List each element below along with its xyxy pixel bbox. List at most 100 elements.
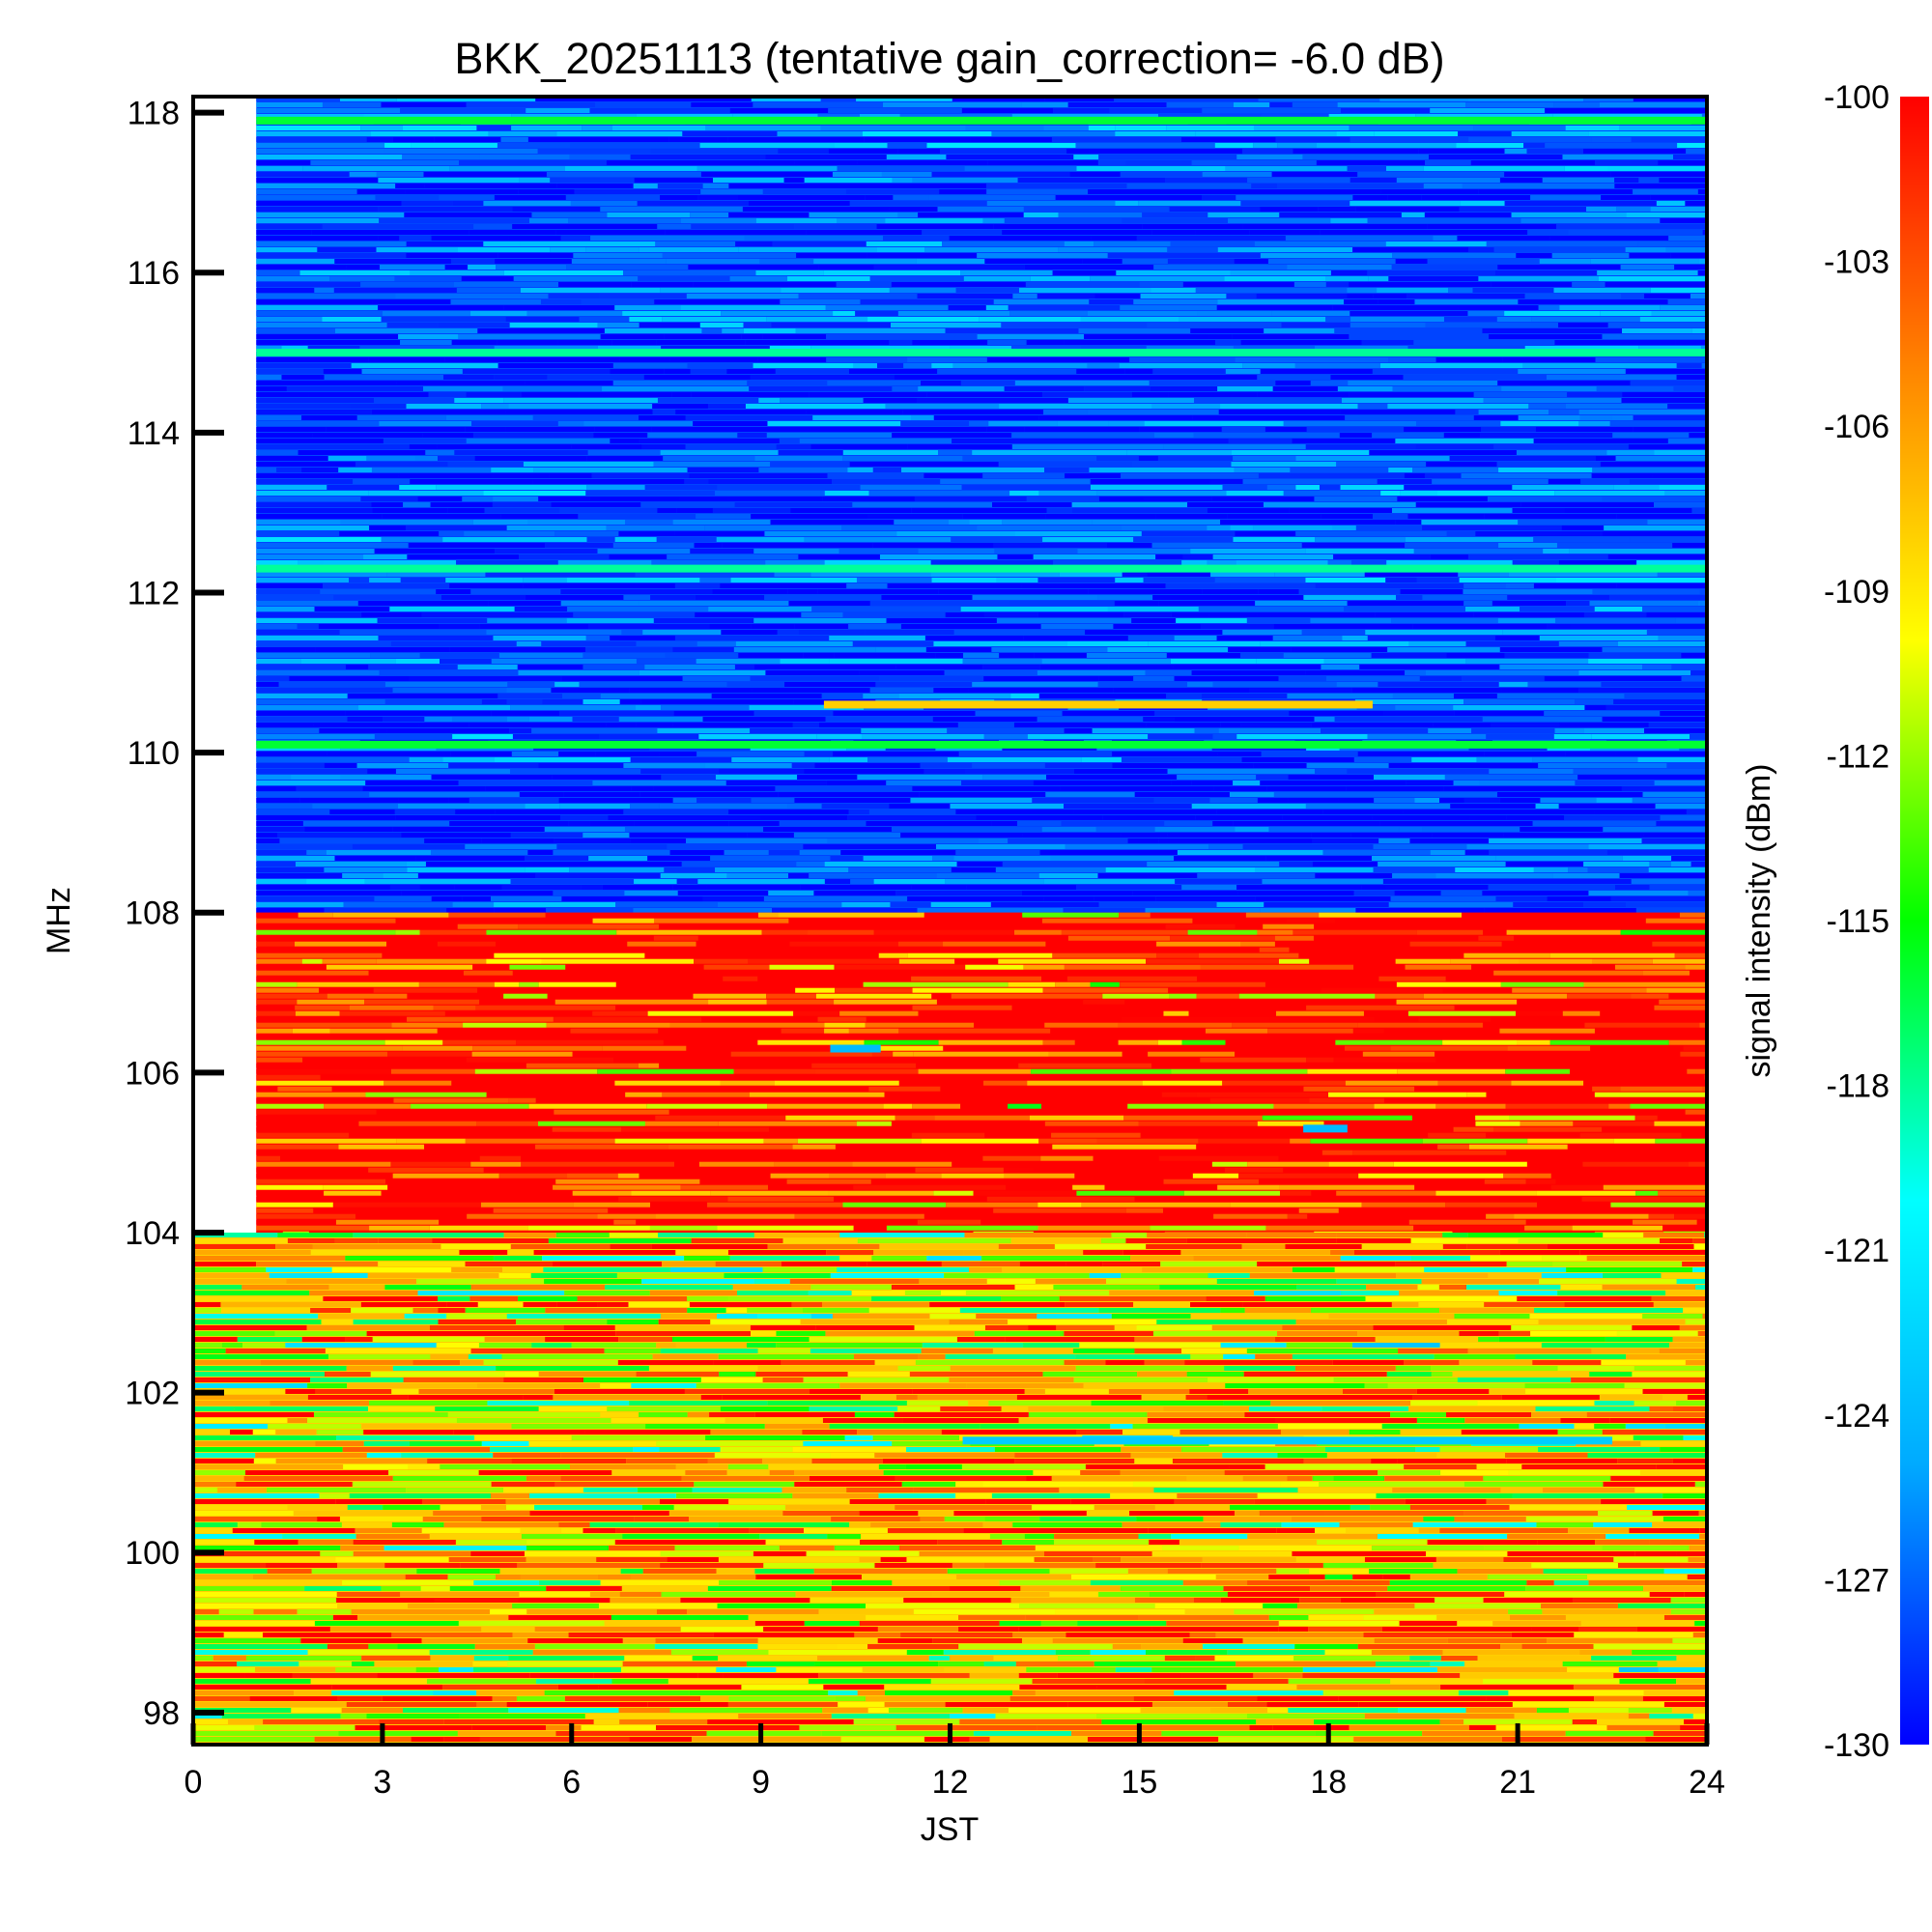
heatmap-cell bbox=[391, 1115, 512, 1121]
heatmap-cell bbox=[1276, 1568, 1310, 1574]
heatmap-cell bbox=[1295, 531, 1447, 536]
heatmap-cell bbox=[256, 1179, 386, 1184]
heatmap-cell bbox=[715, 491, 825, 496]
heatmap-cell bbox=[1087, 1736, 1219, 1742]
heatmap-cell bbox=[256, 398, 374, 403]
heatmap-cell bbox=[1026, 497, 1099, 501]
heatmap-cell bbox=[611, 126, 706, 130]
heatmap-cell bbox=[584, 1713, 739, 1719]
heatmap-cell bbox=[437, 1028, 571, 1034]
heatmap-cell bbox=[614, 305, 681, 310]
heatmap-cell bbox=[616, 1272, 724, 1278]
heatmap-cell bbox=[1023, 636, 1128, 640]
heatmap-cell bbox=[1412, 1521, 1537, 1527]
heatmap-cell bbox=[762, 1266, 838, 1272]
heatmap-cell bbox=[796, 862, 825, 867]
heatmap-cell bbox=[528, 1150, 596, 1155]
heatmap-cell bbox=[621, 1585, 708, 1591]
heatmap-cell bbox=[1053, 108, 1110, 113]
heatmap-cell bbox=[1463, 1661, 1563, 1666]
heatmap-cell bbox=[392, 827, 545, 832]
heatmap-cell bbox=[476, 1382, 601, 1388]
heatmap-cell bbox=[1197, 976, 1247, 981]
heatmap-cell bbox=[577, 1295, 688, 1301]
heatmap-cell bbox=[1434, 1597, 1484, 1603]
heatmap-cell bbox=[1578, 1626, 1637, 1632]
heatmap-cell bbox=[982, 473, 1065, 478]
heatmap-cell bbox=[1264, 1295, 1366, 1301]
heatmap-cell bbox=[1303, 1458, 1372, 1463]
heatmap-cell bbox=[865, 630, 954, 635]
heatmap-cell bbox=[256, 941, 296, 947]
heatmap-cell bbox=[869, 601, 1010, 606]
heatmap-cell bbox=[1439, 752, 1485, 756]
heatmap-cell bbox=[1645, 1736, 1707, 1742]
heatmap-cell bbox=[798, 294, 918, 298]
heatmap-cell bbox=[1242, 1301, 1392, 1307]
heatmap-cell bbox=[1263, 923, 1315, 929]
heatmap-cell bbox=[410, 270, 504, 275]
heatmap-cell bbox=[244, 1469, 389, 1475]
heatmap-cell bbox=[968, 688, 1114, 693]
heatmap-cell bbox=[972, 595, 1098, 600]
heatmap-cell bbox=[806, 410, 903, 414]
heatmap-cell bbox=[493, 473, 550, 478]
heatmap-cell bbox=[707, 1202, 843, 1208]
heatmap-cell bbox=[757, 1643, 838, 1649]
heatmap-cell bbox=[1580, 1620, 1695, 1626]
heatmap-cell bbox=[987, 340, 1027, 345]
heatmap-cell bbox=[301, 415, 357, 420]
heatmap-cell bbox=[1125, 1208, 1164, 1213]
heatmap-cell bbox=[746, 1342, 777, 1348]
heatmap-cell bbox=[834, 964, 966, 970]
heatmap-cell bbox=[329, 276, 395, 281]
heatmap-cell bbox=[469, 230, 556, 235]
heatmap-cell bbox=[1085, 630, 1223, 635]
heatmap-cell bbox=[1237, 891, 1354, 895]
heatmap-cell bbox=[1476, 757, 1533, 762]
heatmap-cell bbox=[600, 1579, 720, 1585]
heatmap-cell bbox=[321, 1319, 354, 1324]
heatmap-cell bbox=[848, 867, 952, 872]
heatmap-cell bbox=[803, 1377, 950, 1382]
heatmap-cell bbox=[1496, 694, 1625, 698]
heatmap-cell bbox=[378, 1261, 466, 1266]
heatmap-cell bbox=[1151, 1701, 1228, 1707]
heatmap-cell bbox=[505, 427, 595, 432]
heatmap-cell bbox=[327, 1353, 431, 1359]
heatmap-cell bbox=[1403, 810, 1546, 814]
heatmap-cell bbox=[1400, 1429, 1462, 1435]
heatmap-cell bbox=[1285, 236, 1434, 241]
heatmap-cell bbox=[494, 981, 520, 987]
heatmap-cell bbox=[1572, 1225, 1663, 1231]
heatmap-cell bbox=[691, 1237, 783, 1243]
heatmap-cell bbox=[1392, 873, 1436, 878]
heatmap-cell bbox=[1146, 958, 1279, 964]
heatmap-cell bbox=[1424, 473, 1462, 478]
heatmap-cell bbox=[1257, 375, 1331, 380]
heatmap-cell bbox=[1008, 1103, 1042, 1109]
heatmap-cell bbox=[1658, 1155, 1707, 1161]
heatmap-cell bbox=[254, 1724, 355, 1730]
heatmap-cell bbox=[1154, 1504, 1231, 1510]
heatmap-cell bbox=[1018, 1626, 1152, 1632]
heatmap-cell bbox=[1004, 386, 1085, 391]
heatmap-cell bbox=[673, 1504, 786, 1510]
heatmap-cell bbox=[193, 1261, 257, 1266]
heatmap-cell bbox=[1541, 1603, 1618, 1608]
heatmap-cell bbox=[1629, 1173, 1707, 1179]
heatmap-cell bbox=[1374, 1637, 1448, 1643]
heatmap-cell bbox=[1028, 1324, 1057, 1330]
heatmap-cell bbox=[1457, 1568, 1544, 1574]
heatmap-cell bbox=[1194, 1045, 1345, 1051]
heatmap-cell bbox=[1494, 636, 1540, 640]
heatmap-cell bbox=[1328, 1092, 1467, 1097]
heatmap-cell bbox=[1681, 653, 1703, 658]
heatmap-cell bbox=[1526, 1579, 1554, 1585]
heatmap-cell bbox=[1268, 827, 1400, 832]
heatmap-cell bbox=[1519, 1423, 1575, 1429]
heatmap-cell bbox=[1071, 502, 1188, 507]
heatmap-cell bbox=[526, 1475, 561, 1481]
heatmap-cell bbox=[1636, 560, 1707, 565]
heatmap-cell bbox=[611, 1469, 686, 1475]
